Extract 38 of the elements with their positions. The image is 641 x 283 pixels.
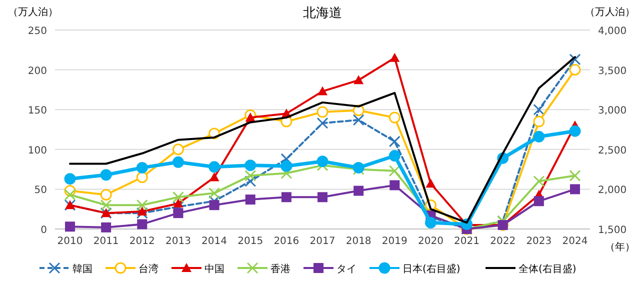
- x-tick-label: 2017: [310, 236, 336, 247]
- y2-tick-label: 4,000: [598, 26, 627, 37]
- y2-tick-label: 3,500: [598, 66, 627, 77]
- y2-tick-label: 2,000: [598, 185, 627, 196]
- x-tick-label: 2012: [129, 236, 155, 247]
- y-axis-title: （万人泊）: [8, 6, 58, 18]
- y2-axis-title: （万人泊）: [585, 6, 635, 18]
- legend-label: 日本(右目盛): [402, 263, 460, 275]
- legend-label: 香港: [270, 263, 290, 275]
- y-tick-label: 0: [40, 225, 47, 236]
- x-tick-label: 2023: [526, 236, 552, 247]
- x-tick-label: 2021: [454, 236, 480, 247]
- x-tick-label: 2011: [93, 236, 119, 247]
- legend-label: タイ: [336, 264, 356, 275]
- y-tick-label: 200: [28, 66, 47, 77]
- legend-label: 中国: [204, 263, 224, 275]
- x-tick-label: 2019: [382, 236, 408, 247]
- y-tick-label: 50: [34, 185, 47, 196]
- x-tick-label: 2024: [562, 236, 588, 247]
- x-tick-label: 2016: [274, 236, 300, 247]
- y-tick-label: 150: [28, 106, 47, 117]
- x-tick-label: 2015: [238, 236, 264, 247]
- y2-tick-label: 3,000: [598, 106, 627, 117]
- legend-label: 全体(右目盛): [518, 263, 576, 275]
- x-tick-label: 2014: [202, 236, 228, 247]
- chart-title: 北海道: [303, 6, 342, 21]
- y-tick-label: 100: [28, 145, 47, 156]
- x-tick-label: 2022: [490, 236, 516, 247]
- x-tick-label: 2013: [165, 236, 191, 247]
- y-tick-label: 250: [28, 26, 47, 37]
- x-tick-label: 2010: [57, 236, 83, 247]
- legend-label: 韓国: [72, 263, 92, 275]
- y2-tick-label: 1,500: [598, 225, 627, 236]
- x-tick-label: 2020: [418, 236, 444, 247]
- x-tick-label: 2018: [346, 236, 372, 247]
- legend-label: 台湾: [138, 263, 158, 275]
- x-axis-title: （年）: [605, 241, 635, 253]
- y2-tick-label: 2,500: [598, 145, 627, 156]
